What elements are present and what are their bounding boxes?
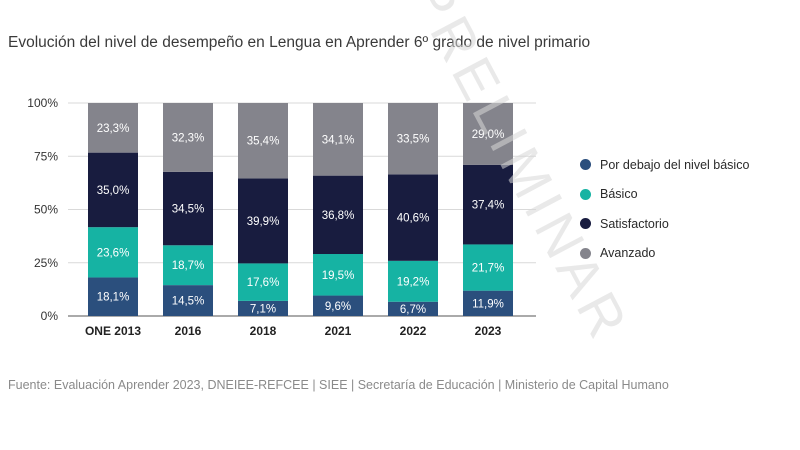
chart-legend: Por debajo del nivel básico Básico Satisfa… [580,150,749,268]
y-tick-label: 0% [41,309,59,323]
bar-segment [388,103,438,175]
bar-segment [463,244,513,291]
data-label: 19,5% [322,270,355,282]
data-label: 19,2% [397,276,430,288]
data-label: 17,6% [247,277,280,289]
legend-item: Avanzado [580,239,749,269]
bar-segment [313,295,363,316]
bar-segment [163,245,213,286]
y-tick-label: 25% [34,256,58,270]
legend-swatch [580,188,591,200]
data-label: 40,6% [397,213,430,225]
data-label: 35,4% [247,136,280,148]
bar-segment [88,103,138,153]
legend-item: Por debajo del nivel básico [580,150,749,180]
x-tick-label: 2016 [175,324,202,338]
legend-swatch [580,159,591,171]
data-label: 32,3% [172,132,205,144]
legend-label: Avanzado [600,246,656,261]
data-label: 11,9% [472,298,504,310]
bar-segment [388,301,438,316]
legend-label: Por debajo del nivel básico [600,157,750,172]
bar-segment [463,290,513,316]
bar-segment [88,277,138,316]
legend-item: Satisfactorio [580,209,749,239]
data-label: 29,0% [472,129,505,141]
source-note: Fuente: Evaluación Aprender 2023, DNEIEE… [8,378,669,392]
legend-swatch [580,247,591,259]
legend-item: Básico [580,180,749,210]
bar-segment [388,174,438,261]
data-label: 39,9% [247,216,280,228]
data-label: 9,6% [325,301,351,313]
x-tick-label: ONE 2013 [85,324,141,338]
bar-segment [163,103,213,172]
y-tick-label: 50% [34,203,58,217]
data-label: 36,8% [322,210,355,222]
data-label: 23,3% [97,123,130,135]
bar-segment [238,178,288,264]
data-label: 6,7% [400,304,426,316]
data-label: 23,6% [97,247,130,259]
bar-segment [88,152,138,228]
bar-segment [313,103,363,176]
bar-segment [238,263,288,301]
chart-title: Evolución del nivel de desempeño en Leng… [8,34,591,51]
data-label: 21,7% [472,263,505,275]
y-tick-label: 100% [27,96,58,110]
bar-segment [463,164,513,245]
x-tick-label: 2018 [250,324,277,338]
x-tick-label: 2022 [400,324,427,338]
legend-label: Satisfactorio [600,216,669,231]
data-label: 7,1% [250,303,276,315]
bar-segment [388,260,438,302]
bar-segment [88,227,138,278]
bar-segment [313,175,363,255]
bar-segment [163,171,213,246]
data-label: 35,0% [97,185,130,197]
bar-segment [313,254,363,296]
bar-segment [463,103,513,165]
data-label: 34,5% [172,204,205,216]
x-tick-label: 2023 [475,324,502,338]
bar-segment [163,285,213,316]
data-label: 33,5% [397,134,430,146]
bar-segment [238,300,288,316]
legend-swatch [580,218,591,230]
x-tick-label: 2021 [325,324,352,338]
bar-segment [238,103,288,179]
y-tick-label: 75% [34,149,58,163]
data-label: 34,1% [322,134,355,146]
legend-label: Básico [600,187,638,202]
data-label: 18,1% [97,292,130,304]
data-label: 37,4% [472,200,505,212]
data-label: 18,7% [172,260,205,272]
data-label: 14,5% [172,296,205,308]
